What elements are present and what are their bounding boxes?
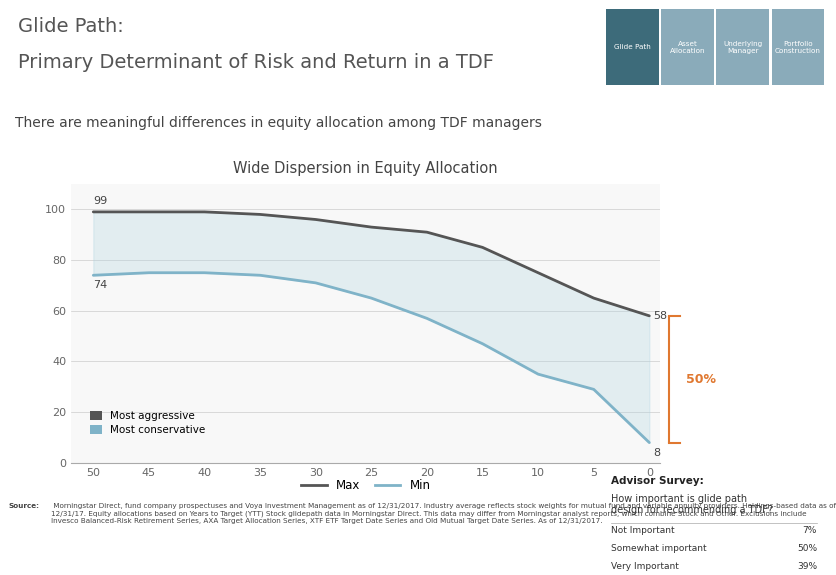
Text: 8: 8 xyxy=(654,448,660,458)
Bar xyxy=(716,9,769,85)
Text: Morningstar Direct, fund company prospectuses and Voya Investment Management as : Morningstar Direct, fund company prospec… xyxy=(51,503,836,524)
Text: Portfolio
Construction: Portfolio Construction xyxy=(775,41,821,54)
Text: 74: 74 xyxy=(94,281,108,290)
Text: Glide Path: Glide Path xyxy=(614,44,650,51)
Text: Asset
Allocation: Asset Allocation xyxy=(670,41,706,54)
Text: 58: 58 xyxy=(654,311,668,321)
Text: Somewhat important: Somewhat important xyxy=(611,544,706,553)
Text: 7%: 7% xyxy=(803,526,817,535)
Text: 99: 99 xyxy=(94,196,108,205)
Text: There are meaningful differences in equity allocation among TDF managers: There are meaningful differences in equi… xyxy=(15,117,542,131)
Text: Not Important: Not Important xyxy=(611,526,675,535)
Text: Glide Path:: Glide Path: xyxy=(18,17,124,36)
Bar xyxy=(661,9,714,85)
Text: How important is glide path
design for recommending a TDF?: How important is glide path design for r… xyxy=(611,493,772,515)
Legend: Max, Min: Max, Min xyxy=(296,474,436,497)
Legend: Most aggressive, Most conservative: Most aggressive, Most conservative xyxy=(82,402,214,444)
Text: 39%: 39% xyxy=(797,562,817,571)
Bar xyxy=(606,9,659,85)
Text: Primary Determinant of Risk and Return in a TDF: Primary Determinant of Risk and Return i… xyxy=(18,53,494,72)
Title: Wide Dispersion in Equity Allocation: Wide Dispersion in Equity Allocation xyxy=(233,161,498,176)
Text: Underlying
Manager: Underlying Manager xyxy=(723,41,762,54)
Text: Advisor Survey:: Advisor Survey: xyxy=(611,476,704,485)
Bar xyxy=(772,9,824,85)
Text: Source:: Source: xyxy=(8,503,39,509)
Text: 50%: 50% xyxy=(686,373,716,386)
Text: 50%: 50% xyxy=(797,544,817,553)
Text: Very Important: Very Important xyxy=(611,562,679,571)
